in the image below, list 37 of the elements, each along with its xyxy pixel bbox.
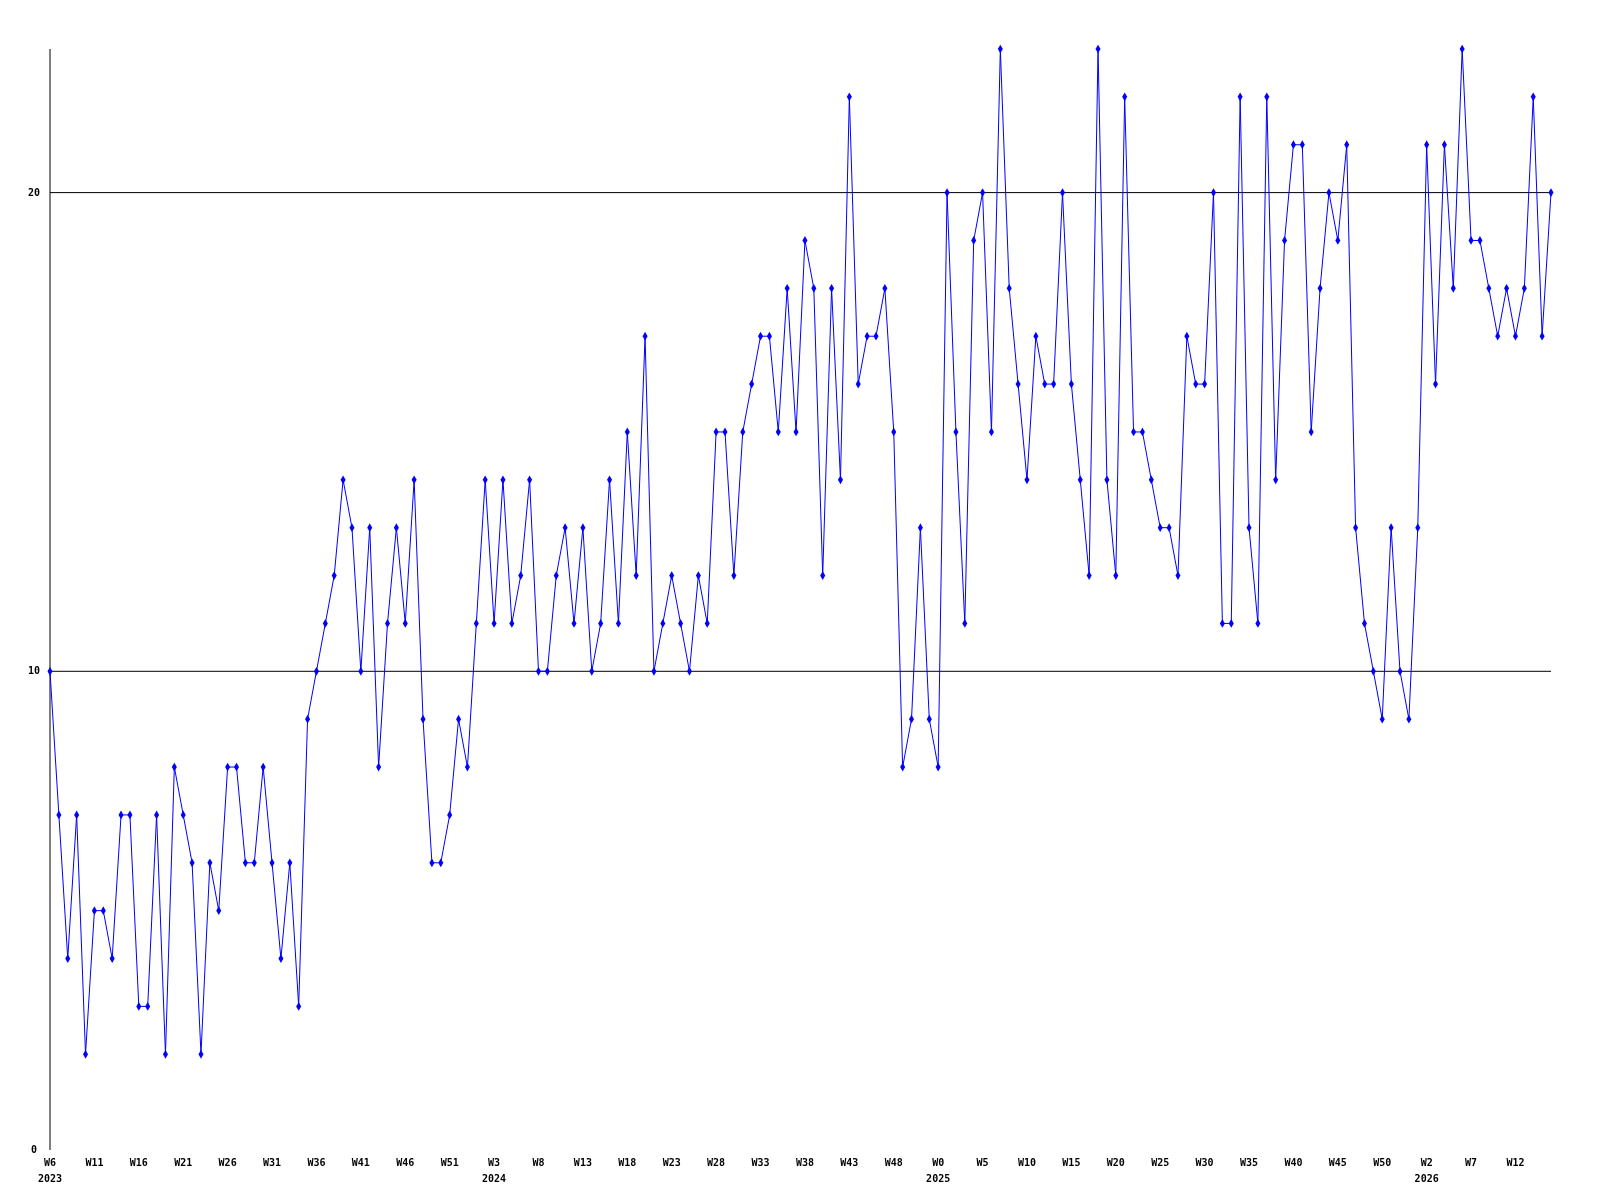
x-tick-label: W33	[751, 1157, 770, 1168]
x-tick-label: W12	[1506, 1157, 1525, 1168]
x-tick-label: W45	[1328, 1157, 1347, 1168]
x-tick-label: W43	[840, 1157, 859, 1168]
x-tick-label: W50	[1373, 1157, 1392, 1168]
x-tick-label: W15	[1062, 1157, 1081, 1168]
x-tick-label: W16	[129, 1157, 148, 1168]
x-tick-label: W36	[307, 1157, 326, 1168]
y-tick-label: 20	[27, 186, 41, 198]
x-tick-label: W48	[884, 1157, 903, 1168]
x-tick-label: W41	[351, 1157, 370, 1168]
x-tick-label: W28	[707, 1157, 726, 1168]
x-tick-label: W18	[618, 1157, 637, 1168]
x-tick-label: W21	[174, 1157, 193, 1168]
x-tick-label: W11	[85, 1157, 104, 1168]
x-tick-label: W25	[1151, 1157, 1170, 1168]
x-tick-label: W0 2025	[926, 1157, 951, 1184]
x-tick-label: W8	[532, 1157, 545, 1168]
x-tick-label: W6 2023	[37, 1157, 63, 1184]
x-tick-label: W31	[263, 1157, 282, 1168]
x-tick-label: W51	[440, 1157, 459, 1168]
x-tick-label: W5	[976, 1157, 989, 1168]
x-tick-label: W7	[1465, 1157, 1478, 1168]
x-tick-label: W20	[1106, 1157, 1125, 1168]
x-tick-label: W40	[1284, 1157, 1303, 1168]
x-tick-label: W2 2026	[1414, 1157, 1439, 1184]
x-tick-label: W13	[573, 1157, 592, 1168]
y-tick-label: 10	[27, 665, 41, 677]
x-tick-label: W30	[1195, 1157, 1214, 1168]
x-tick-label: W35	[1239, 1157, 1259, 1168]
x-tick-label: W26	[218, 1157, 237, 1168]
x-tick-label: W38	[795, 1157, 814, 1168]
x-tick-label: W46	[396, 1157, 415, 1168]
x-tick-label: W23	[662, 1157, 681, 1168]
x-tick-label: W10	[1017, 1157, 1037, 1168]
y-tick-label: 0	[30, 1144, 38, 1155]
x-tick-label: W3 2024	[482, 1157, 507, 1184]
